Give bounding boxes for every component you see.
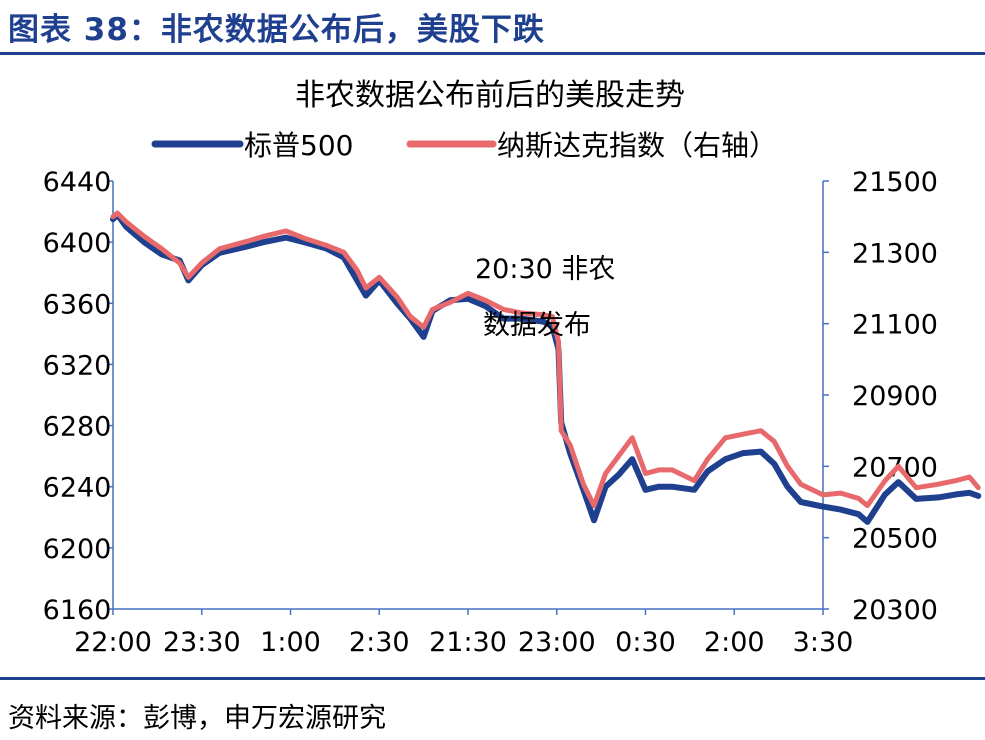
x-tick-label: 0:30 xyxy=(615,627,676,658)
left-tick-label: 6400 xyxy=(43,228,112,259)
x-tick-label: 21:30 xyxy=(429,627,507,658)
axes: 6440 6400 6360 6320 6280 6240 6200 6160 21500 213… xyxy=(43,167,938,658)
legend-label-nasdaq: 纳斯达克指数（右轴） xyxy=(497,129,777,162)
left-tick-label: 6440 xyxy=(43,167,112,198)
left-tick-label: 6200 xyxy=(43,534,112,565)
left-tick-label: 6360 xyxy=(43,289,112,320)
legend: 标普500 纳斯达克指数（右轴） xyxy=(151,129,777,162)
right-tick-label: 21100 xyxy=(852,310,938,341)
figure-title: 图表 38：非农数据公布后，美股下跌 xyxy=(8,12,545,48)
x-tick-label: 3:30 xyxy=(793,627,854,658)
right-tick-label: 21300 xyxy=(852,238,938,269)
left-tick-label: 6320 xyxy=(43,350,112,381)
x-tick-label: 1:00 xyxy=(260,627,321,658)
left-tick-label: 6280 xyxy=(43,412,112,443)
right-tick-label: 20900 xyxy=(852,381,938,412)
annotation-line-1: 20:30 非农 xyxy=(475,254,615,285)
x-tick-label: 2:00 xyxy=(704,627,765,658)
bottom-divider xyxy=(0,677,985,680)
chart-title: 非农数据公布前后的美股走势 xyxy=(295,78,685,113)
right-tick-label: 21500 xyxy=(852,167,938,198)
legend-label-sp500: 标普500 xyxy=(244,129,353,162)
x-tick-label: 22:00 xyxy=(74,627,152,658)
annotation-line-2: 数据发布 xyxy=(483,310,591,341)
series-line-nasdaq xyxy=(110,210,981,509)
x-tick-label: 23:30 xyxy=(163,627,241,658)
top-divider xyxy=(0,52,985,55)
x-tick-label: 2:30 xyxy=(349,627,410,658)
right-tick-label: 20500 xyxy=(852,524,938,555)
left-tick-label: 6240 xyxy=(43,473,112,504)
x-tick-label: 23:00 xyxy=(518,627,596,658)
left-tick-label: 6160 xyxy=(43,595,112,626)
series-layer xyxy=(110,210,982,525)
chart: 非农数据公布前后的美股走势 标普500 纳斯达克指数（右轴） 644064006… xyxy=(43,78,982,658)
source-note: 资料来源：彭博，申万宏源研究 xyxy=(8,703,386,734)
right-tick-label: 20300 xyxy=(852,595,938,626)
